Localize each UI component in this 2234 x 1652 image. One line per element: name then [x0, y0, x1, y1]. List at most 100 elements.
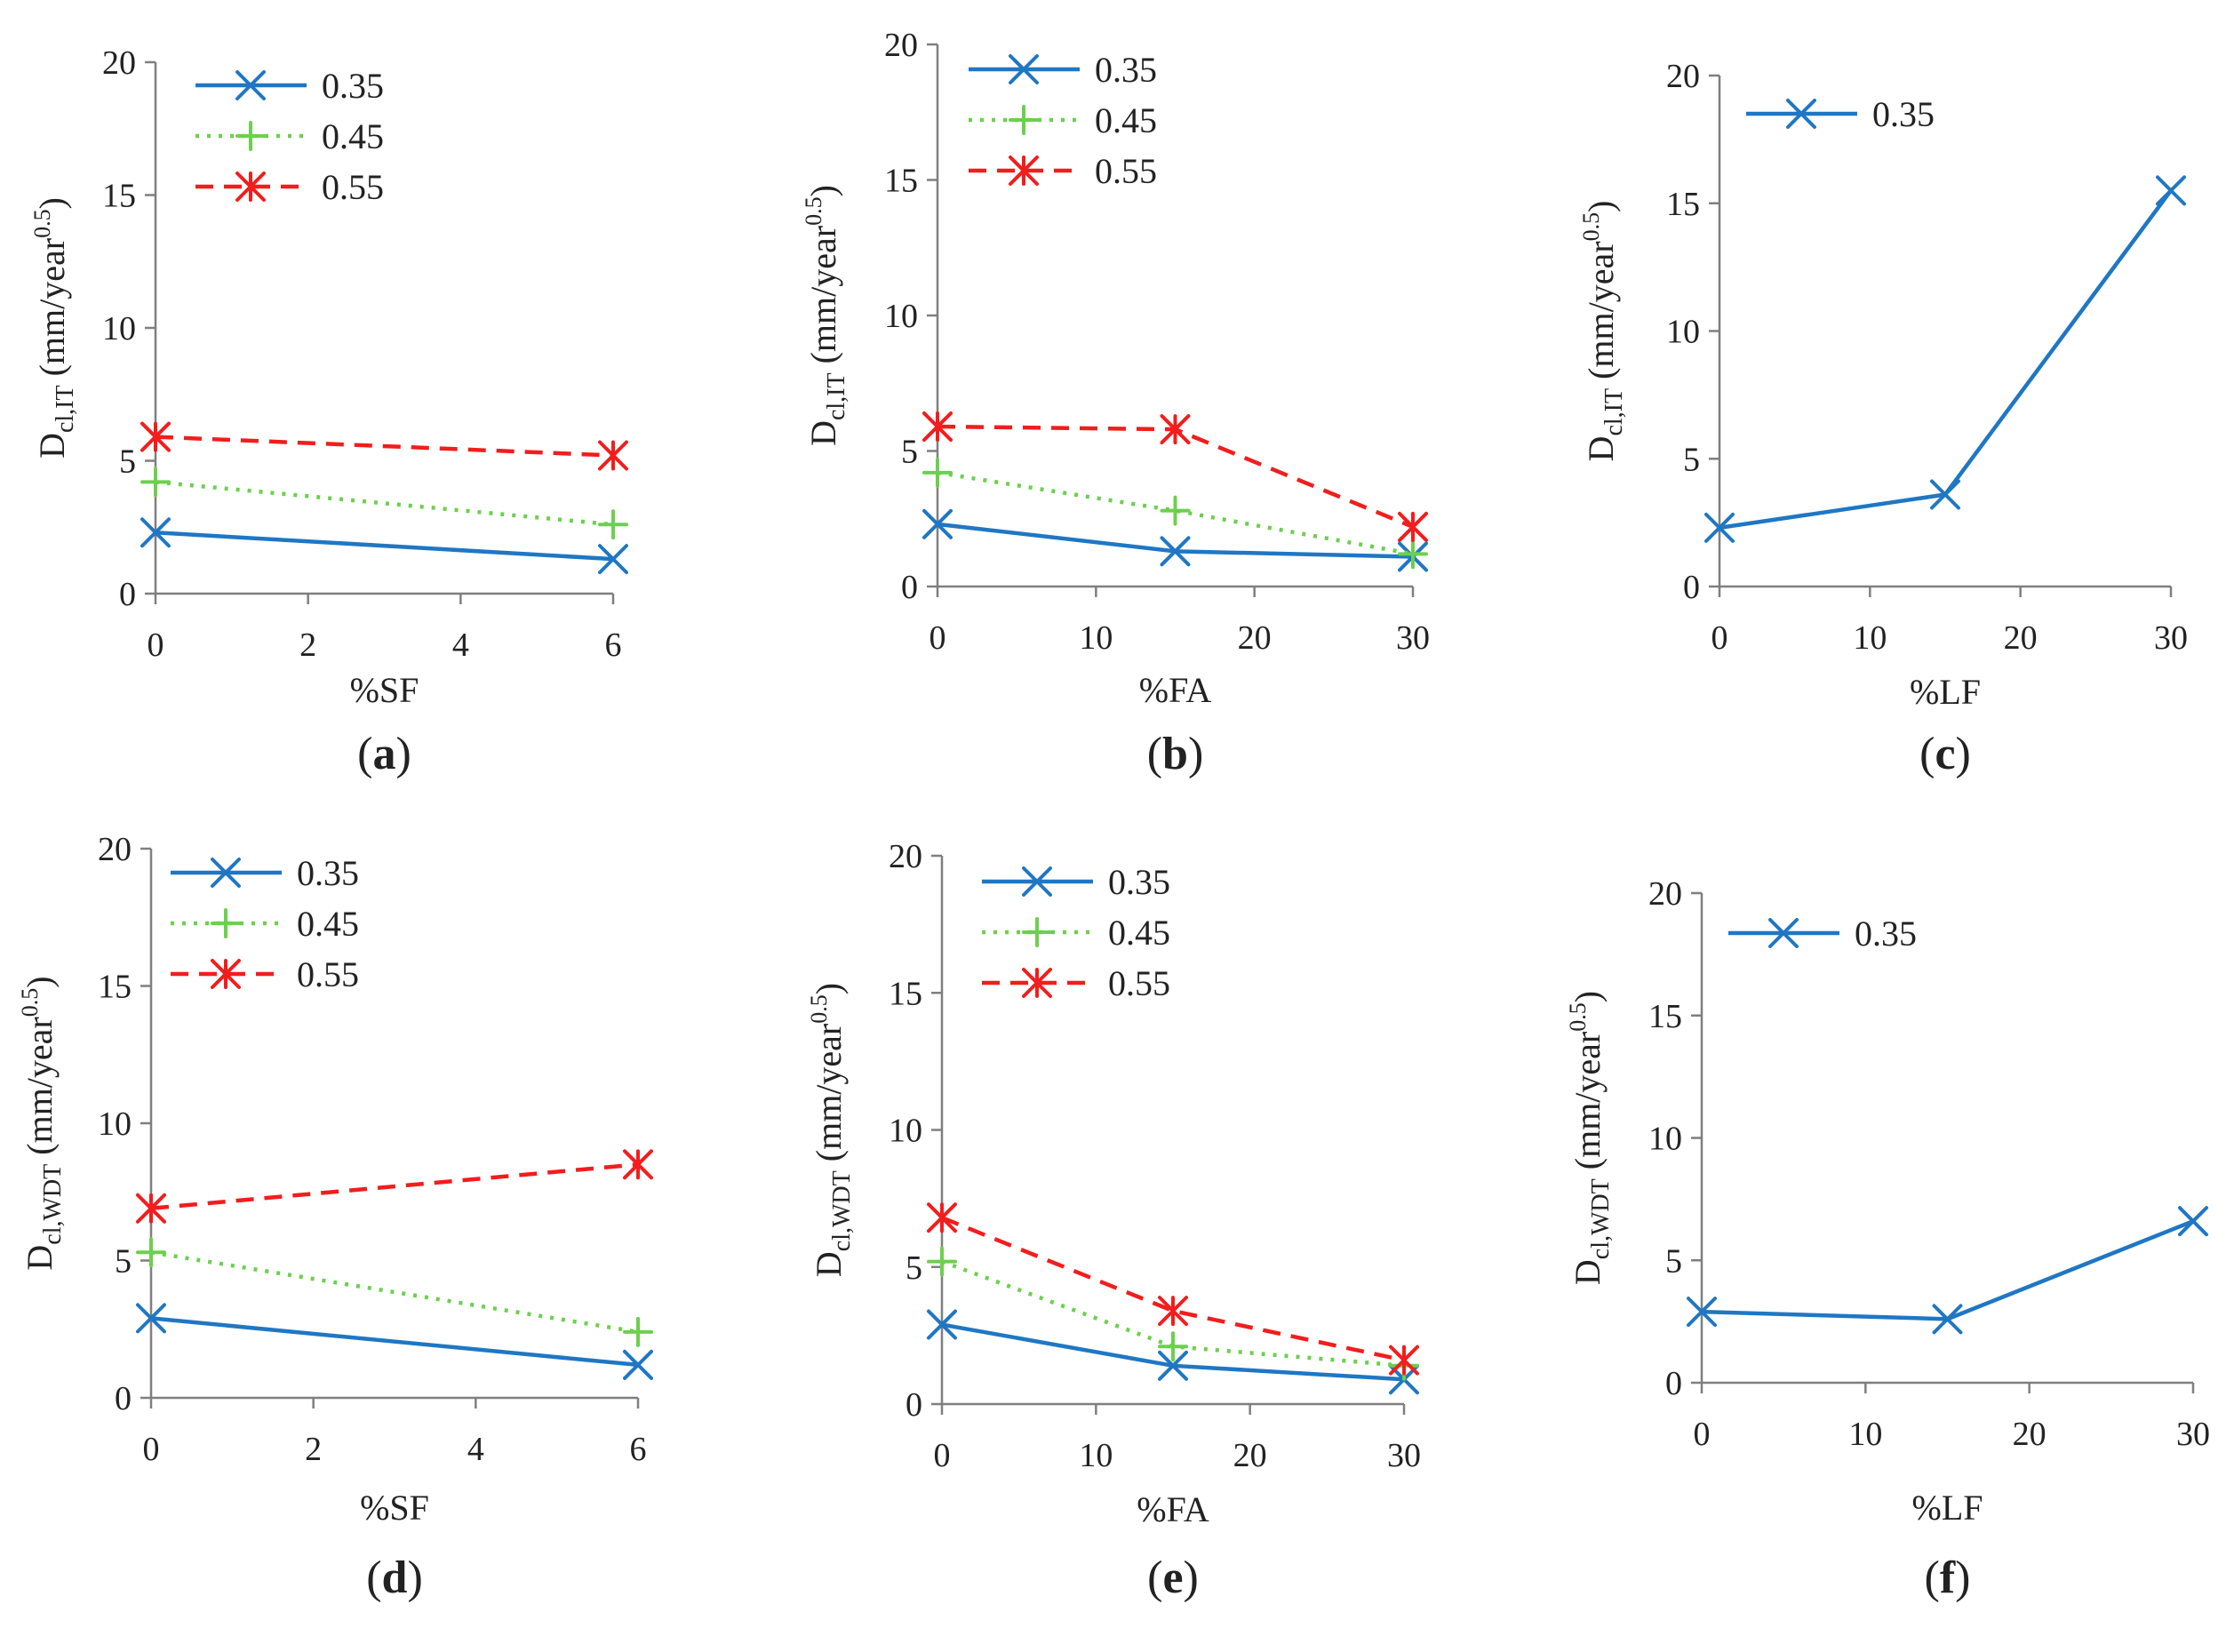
- y-axis-label-sup: 0.5: [801, 196, 826, 226]
- y-axis-label-close: ): [809, 983, 849, 994]
- series-0.45: 0.45: [927, 913, 1419, 1381]
- y-axis-label-unit: (mm/year: [809, 1024, 849, 1171]
- y-axis-label-sup: 0.5: [806, 994, 832, 1024]
- y-tick-label: 0: [1665, 1365, 1682, 1402]
- x-axis-label: %FA: [1137, 1489, 1209, 1529]
- y-tick-label: 0: [906, 1386, 922, 1424]
- x-axis-label: %LF: [1912, 1488, 1983, 1528]
- y-tick-label: 15: [1666, 186, 1700, 223]
- legend-marker: [1009, 54, 1039, 84]
- series-0.35: 0.35: [140, 66, 628, 575]
- series-0.35: 0.35: [1687, 914, 2208, 1335]
- legend-marker: [1009, 105, 1039, 135]
- data-point: [140, 467, 171, 498]
- y-axis-label-sup: 0.5: [17, 988, 43, 1018]
- panel-label-close: ): [1184, 1552, 1199, 1603]
- y-tick-label: 0: [115, 1380, 132, 1417]
- x-tick-label: 20: [2013, 1416, 2047, 1453]
- y-axis-label-sup: 0.5: [29, 209, 55, 238]
- x-tick-label: 20: [2004, 619, 2038, 657]
- x-tick-label: 10: [1848, 1416, 1882, 1453]
- series-line: [1719, 189, 2173, 531]
- chart-panel-d: 0 5 10 15 20 0 2 4 6 %SF Dcl,WDT (mm/year0.5) 0.35 0…: [17, 831, 653, 1603]
- panel-label-letter: c: [1935, 729, 1955, 779]
- legend-marker: [211, 908, 241, 938]
- y-tick-label: 10: [1648, 1121, 1682, 1158]
- x-axis-label: %LF: [1910, 672, 1981, 712]
- series-0.55: 0.55: [922, 151, 1428, 542]
- data-point: [927, 1246, 957, 1277]
- y-tick-label: 10: [884, 298, 918, 335]
- x-axis-label: %SF: [360, 1488, 429, 1528]
- y-tick-label: 5: [901, 434, 918, 471]
- chart-panel-c: 0 5 10 15 20 0 10 20 30 %LF Dcl,IT (mm/year0.5) 0.3…: [1578, 58, 2188, 779]
- y-axis-label-close: ): [803, 185, 843, 196]
- y-tick-label: 5: [906, 1249, 922, 1287]
- legend-marker: [1022, 968, 1052, 998]
- y-tick-label: 15: [1648, 998, 1682, 1035]
- legend-label: 0.35: [1108, 862, 1170, 902]
- y-axis-label: Dcl,IT (mm/year0.5): [801, 185, 850, 446]
- data-point: [598, 440, 628, 471]
- x-tick-label: 30: [1396, 619, 1430, 657]
- data-point: [598, 544, 628, 575]
- legend-label: 0.45: [1095, 100, 1157, 140]
- legend-label: 0.35: [297, 853, 359, 893]
- legend-marker: [1786, 99, 1816, 129]
- legend-marker: [235, 172, 266, 202]
- data-point: [1160, 536, 1191, 567]
- panel-label-open: (: [1925, 1552, 1940, 1603]
- panel-label: (e): [1147, 1552, 1199, 1603]
- series-0.45: 0.45: [140, 116, 628, 540]
- panel-label-close: ): [396, 729, 411, 779]
- data-point: [1932, 1304, 1963, 1335]
- panel-label-open: (: [1919, 729, 1935, 779]
- data-point: [2178, 1206, 2208, 1237]
- legend-label: 0.35: [1095, 50, 1157, 90]
- y-axis-label-sub: cl,WDT: [828, 1170, 856, 1251]
- series-0.45: 0.45: [922, 100, 1428, 570]
- data-point: [1160, 414, 1191, 445]
- y-axis-label-close: ): [32, 197, 72, 209]
- y-axis-label-main: D: [1568, 1259, 1608, 1285]
- y-axis-label-close: ): [1568, 991, 1608, 1002]
- y-axis-label-main: D: [803, 420, 843, 446]
- y-axis-label-sub: cl,IT: [823, 372, 850, 420]
- y-tick-label: 20: [1648, 875, 1682, 913]
- panel-label: (d): [366, 1552, 423, 1603]
- x-tick-label: 0: [930, 619, 946, 657]
- data-point: [136, 1193, 166, 1224]
- data-point: [922, 411, 953, 443]
- legend-label: 0.45: [297, 904, 359, 944]
- x-tick-label: 4: [467, 1431, 484, 1468]
- x-tick-label: 0: [934, 1437, 951, 1474]
- y-axis-label-sub: cl,IT: [1600, 388, 1628, 436]
- y-axis-label-sup: 0.5: [1565, 1002, 1591, 1032]
- y-axis-label-unit: (mm/year: [803, 226, 843, 373]
- data-point: [1158, 1350, 1188, 1381]
- x-tick-label: 6: [630, 1431, 647, 1468]
- series-0.35: 0.35: [922, 50, 1428, 572]
- y-tick-label: 5: [119, 443, 136, 481]
- chart-panel-b: 0 5 10 15 20 0 10 20 30 %FA Dcl,IT (mm/year0.5) 0.3…: [801, 27, 1430, 779]
- data-point: [927, 1309, 957, 1340]
- data-point: [140, 421, 171, 452]
- y-axis-label-main: D: [1581, 436, 1621, 462]
- x-tick-label: 0: [148, 626, 164, 664]
- data-point: [1398, 539, 1428, 570]
- x-tick-label: 0: [1694, 1416, 1711, 1453]
- data-point: [598, 509, 628, 540]
- panel-label-letter: a: [373, 729, 396, 779]
- panel-label-close: ): [1188, 729, 1203, 779]
- y-tick-label: 20: [884, 27, 918, 64]
- data-point: [1687, 1297, 1717, 1328]
- legend-label: 0.35: [1855, 914, 1917, 954]
- y-axis-label-main: D: [809, 1251, 849, 1277]
- series-0.35: 0.35: [927, 862, 1419, 1395]
- y-axis-label-unit: (mm/year: [1581, 241, 1621, 388]
- data-point: [922, 508, 953, 539]
- series-0.55: 0.55: [136, 954, 653, 1224]
- x-tick-label: 20: [1238, 619, 1272, 657]
- legend-marker: [1009, 156, 1039, 186]
- y-tick-label: 20: [102, 44, 136, 82]
